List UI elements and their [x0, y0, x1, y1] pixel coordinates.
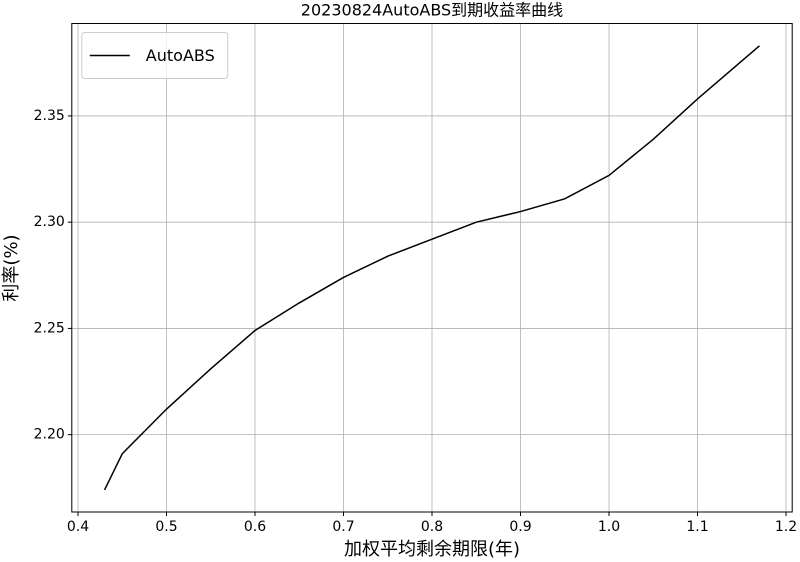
x-axis-label: 加权平均剩余期限(年): [344, 539, 520, 560]
y-tick-label: 2.30: [34, 214, 65, 230]
y-tick-label: 2.35: [34, 108, 65, 124]
x-tick-label: 1.0: [598, 519, 620, 535]
legend-label: AutoABS: [146, 46, 215, 65]
legend-box: [81, 32, 229, 79]
y-axis-label: 利率(%): [1, 234, 22, 301]
x-tick-label: 0.6: [244, 519, 266, 535]
x-tick-label: 0.8: [421, 519, 443, 535]
y-tick-label: 2.20: [34, 427, 65, 443]
x-tick-label: 0.5: [155, 519, 177, 535]
x-tick-label: 0.4: [67, 519, 89, 535]
x-tick-label: 1.2: [775, 519, 797, 535]
data-line: [103, 45, 760, 491]
chart-title: 20230824AutoABS到期收益率曲线: [301, 1, 563, 20]
x-tick-label: 0.9: [509, 519, 531, 535]
x-tick-label: 0.7: [332, 519, 354, 535]
x-tick-label: 1.1: [686, 519, 708, 535]
y-tick-label: 2.25: [34, 320, 65, 336]
plot-frame: [71, 23, 793, 513]
